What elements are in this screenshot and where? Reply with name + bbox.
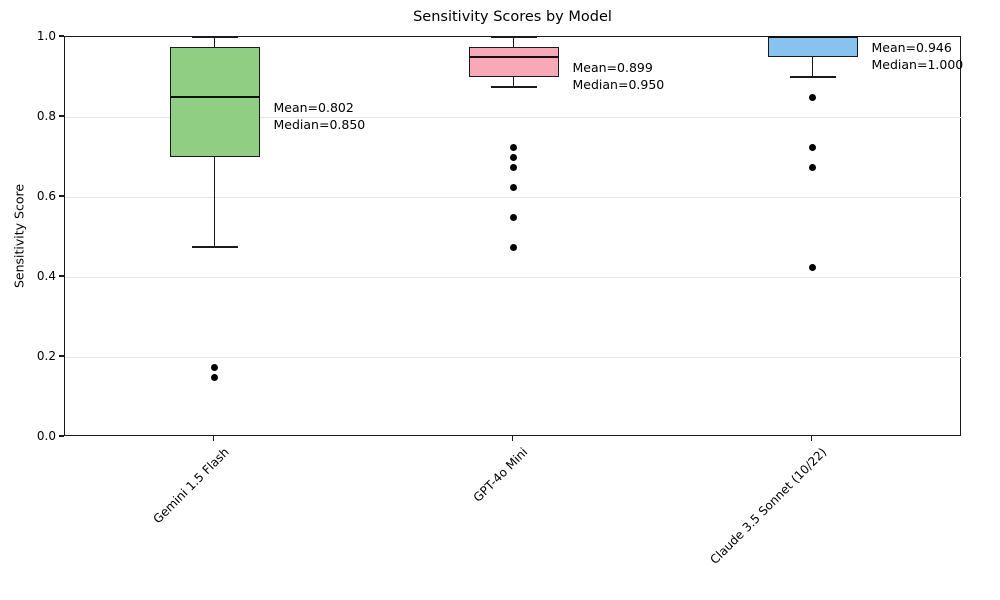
annotation-line: Median=0.850 <box>273 117 366 132</box>
whisker-cap <box>789 76 836 78</box>
outlier-point <box>211 363 218 371</box>
y-tick-label: 1.0 <box>36 29 56 43</box>
chart-title: Sensitivity Scores by Model <box>413 9 612 25</box>
whisker-line <box>213 37 216 47</box>
box <box>767 37 858 57</box>
y-tick-mark <box>59 355 64 357</box>
y-tick-label: 0.4 <box>36 269 56 283</box>
x-tick-mark <box>212 436 215 441</box>
whisker-line <box>512 37 515 47</box>
annotation-line: Median=0.950 <box>572 77 665 92</box>
x-tick-mark <box>511 436 514 441</box>
whisker-cap <box>191 36 238 38</box>
outlier-point <box>510 143 517 151</box>
outlier-point <box>809 93 816 101</box>
y-tick-mark <box>59 275 64 277</box>
box-annotation: Mean=0.946 Median=1.000 <box>872 39 964 73</box>
gridline <box>65 196 962 198</box>
gridline <box>65 276 962 278</box>
outlier-point <box>809 163 816 171</box>
outlier-point <box>510 183 517 191</box>
y-tick-label: 0.8 <box>36 109 56 123</box>
y-tick-label: 0.0 <box>36 429 56 443</box>
whisker-line <box>512 77 515 87</box>
outlier-point <box>211 373 218 381</box>
x-tick-label: GPT-4o Mini <box>470 445 531 505</box>
box-annotation: Mean=0.899 Median=0.950 <box>573 59 665 93</box>
whisker-cap <box>490 86 537 88</box>
y-tick-label: 0.6 <box>36 189 56 203</box>
annotation-line: Mean=0.946 <box>871 40 952 55</box>
outlier-point <box>510 153 517 161</box>
whisker-line <box>811 57 814 77</box>
outlier-point <box>510 243 517 251</box>
whisker-cap <box>191 246 238 248</box>
outlier-point <box>510 163 517 171</box>
y-tick-mark <box>59 435 64 437</box>
y-tick-mark <box>59 115 64 117</box>
outlier-point <box>809 143 816 151</box>
y-tick-mark <box>59 35 64 37</box>
median-line <box>767 36 858 38</box>
annotation-line: Mean=0.899 <box>572 60 653 75</box>
whisker-line <box>213 157 216 247</box>
median-line <box>468 56 559 58</box>
y-tick-mark <box>59 195 64 197</box>
annotation-line: Mean=0.802 <box>273 100 354 115</box>
plot-area: Mean=0.802 Median=0.850 Mean=0.899 Median=0… <box>64 36 964 436</box>
outlier-point <box>510 213 517 221</box>
box <box>468 47 559 77</box>
median-line <box>169 96 260 98</box>
whisker-cap <box>490 36 537 38</box>
box-annotation: Mean=0.802 Median=0.850 <box>274 99 366 133</box>
gridline <box>65 116 962 118</box>
y-tick-label: 0.2 <box>36 349 56 363</box>
outlier-point <box>809 263 816 271</box>
box <box>169 47 260 157</box>
x-tick-label: Gemini 1.5 Flash <box>150 445 232 527</box>
gridline <box>65 356 962 358</box>
x-tick-label: Claude 3.5 Sonnet (10/22) <box>707 445 830 567</box>
x-tick-mark <box>810 436 813 441</box>
annotation-line: Median=1.000 <box>871 57 964 72</box>
